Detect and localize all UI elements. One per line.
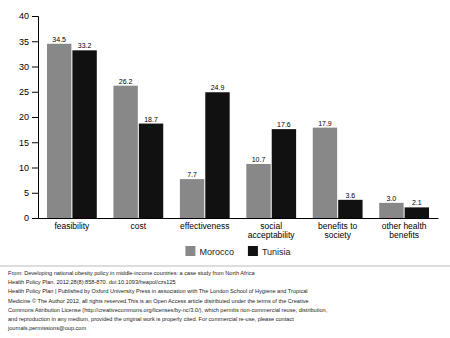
x-tick: cost [131, 221, 147, 231]
data-label: 3.6 [346, 192, 356, 199]
y-tick-label: 20 [19, 112, 29, 122]
y-axis-line [32, 17, 39, 219]
y-tick: 20 [19, 112, 38, 122]
data-labels: 34.5 26.2 7.7 10.7 17.9 3.0 33.2 18.7 24.9 17.6 3.… [52, 36, 421, 207]
y-tick-mark [32, 117, 38, 118]
bar [72, 50, 96, 218]
y-tick: 15 [19, 138, 38, 148]
bar [205, 92, 229, 218]
x-tick-label: benefits tosociety [318, 221, 357, 240]
y-tick-label: 5 [24, 188, 29, 198]
x-tick: other healthbenefits [382, 221, 427, 240]
y-tick-mark [32, 142, 38, 143]
x-tick-label: feasibility [54, 221, 90, 231]
y-tick-mark [32, 67, 38, 68]
footnote-line: From: Developing national obesity policy… [8, 270, 255, 276]
y-tick-label: 10 [19, 163, 29, 173]
bar [113, 86, 137, 218]
x-axis-line [39, 218, 439, 219]
y-tick: 40 [19, 11, 38, 21]
y-tick-label: 40 [19, 11, 29, 21]
data-label: 18.7 [144, 116, 158, 123]
data-label: 17.9 [318, 120, 332, 127]
bars [47, 44, 429, 218]
divider [0, 266, 450, 267]
x-tick: effectiveness [180, 221, 229, 231]
y-tick-mark [32, 193, 38, 194]
bar [338, 200, 362, 218]
data-label: 24.9 [211, 84, 225, 91]
data-label: 3.0 [387, 195, 397, 202]
x-tick-label: cost [131, 221, 147, 231]
footnote-line: Commons Attribution License (http://crea… [8, 307, 328, 313]
y-tick-mark [32, 218, 38, 219]
legend-swatch [248, 246, 258, 256]
x-tick: benefits tosociety [318, 221, 357, 240]
x-tick-label: other healthbenefits [382, 221, 427, 240]
x-tick-label: socialacceptability [248, 221, 296, 240]
legend-label: Morocco [199, 247, 234, 257]
data-label: 26.2 [119, 78, 133, 85]
bar [379, 203, 403, 218]
footnote-line: Health Policy Plan. 2012;28(8):858-870. … [8, 279, 176, 285]
chart: 0 5 10 15 20 25 30 35 40 feasibility cost effective… [0, 0, 450, 338]
footnote-line: journals.permissions@oup.com [7, 325, 86, 331]
data-label: 17.6 [277, 121, 291, 128]
y-tick-mark [32, 41, 38, 42]
y-tick-label: 0 [24, 213, 29, 223]
y-tick: 0 [24, 213, 38, 223]
footnote-line: Medicine © The Author 2012, all rights r… [8, 298, 309, 304]
y-tick-label: 15 [19, 138, 29, 148]
data-label: 33.2 [78, 42, 92, 49]
x-axis: feasibility cost effectiveness socialaccept… [39, 219, 439, 241]
bar [47, 44, 71, 218]
y-tick: 30 [19, 62, 38, 72]
data-label: 10.7 [252, 156, 266, 163]
y-tick-mark [32, 168, 38, 169]
bar [272, 129, 296, 218]
y-tick: 35 [19, 37, 38, 47]
legend-item: Tunisia [248, 246, 291, 257]
y-tick-label: 30 [19, 62, 29, 72]
y-tick: 10 [19, 163, 38, 173]
y-tick-mark [32, 16, 38, 17]
y-tick: 5 [24, 188, 38, 198]
legend: Morocco Tunisia [185, 246, 290, 257]
y-tick: 25 [19, 87, 38, 97]
footnote-line: Health Policy Plan | Published by Oxford… [8, 288, 308, 294]
y-tick-label: 35 [19, 37, 29, 47]
legend-item: Morocco [185, 246, 234, 257]
legend-swatch [185, 246, 195, 256]
bar [180, 179, 204, 218]
x-tick: feasibility [54, 221, 90, 231]
bar [246, 164, 270, 218]
y-tick-mark [32, 92, 38, 93]
bar [405, 207, 429, 218]
footnote-line: and reproduction in any medium, provided… [8, 316, 294, 322]
data-label: 7.7 [187, 171, 197, 178]
x-tick-label: effectiveness [180, 221, 229, 231]
legend-label: Tunisia [262, 247, 291, 257]
bar [139, 124, 163, 218]
bar [313, 128, 337, 218]
x-tick: socialacceptability [248, 221, 296, 240]
y-tick-label: 25 [19, 87, 29, 97]
footnote: From: Developing national obesity policy… [7, 270, 328, 331]
data-label: 2.1 [412, 199, 422, 206]
data-label: 34.5 [52, 36, 66, 43]
y-axis: 0 5 10 15 20 25 30 35 40 [19, 11, 39, 223]
